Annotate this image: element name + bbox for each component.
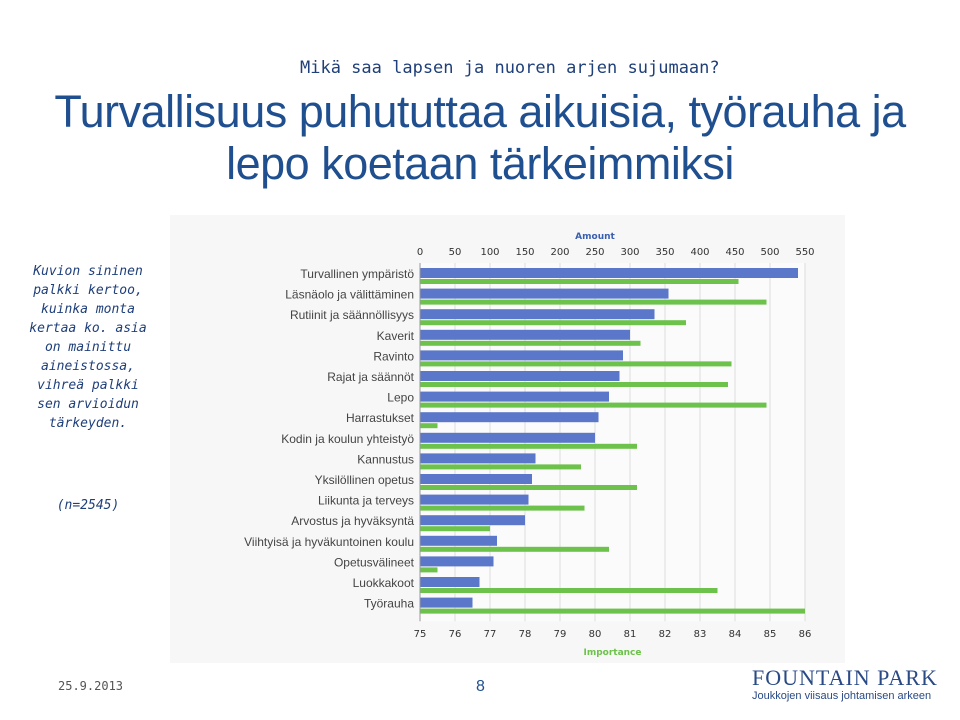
importance-bar [420, 320, 686, 326]
importance-bar [420, 361, 732, 367]
chart-panel: 0 50 100 150 200 250 300 350 400 450 500 550 Amount 7… [170, 215, 845, 663]
amount-bar [420, 350, 623, 361]
top-tick-label: 100 [480, 247, 499, 258]
category-label: Turvallinen ympäristö [300, 267, 414, 281]
bottom-tick-label: 85 [764, 629, 777, 640]
top-tick-label: 150 [515, 247, 534, 258]
importance-bar [420, 382, 728, 387]
company-logo: FOUNTAIN PARK Joukkojen viisaus johtamis… [752, 665, 952, 703]
top-axis-label: Amount [575, 232, 615, 242]
amount-bar [420, 453, 536, 464]
logo-tagline: Joukkojen viisaus johtamisen arkeen [752, 690, 932, 702]
importance-bar [420, 546, 609, 552]
top-tick-label: 200 [550, 247, 569, 258]
amount-bar [420, 288, 669, 299]
bottom-tick-label: 75 [414, 629, 427, 640]
amount-bar [420, 309, 655, 320]
category-label: Läsnäolo ja välittäminen [285, 288, 414, 302]
category-label: Työrauha [364, 597, 414, 611]
category-label: Lepo [387, 391, 414, 405]
importance-bar [420, 402, 767, 408]
top-tick-label: 250 [585, 247, 604, 258]
bottom-tick-label: 84 [729, 629, 742, 640]
bottom-tick-label: 80 [589, 629, 602, 640]
logo-wordmark: FOUNTAIN PARK [752, 665, 938, 690]
top-tick-label: 350 [655, 247, 674, 258]
category-label: Viihtyisä ja hyväkuntoinen koulu [244, 535, 414, 549]
category-label: Kaverit [377, 329, 415, 343]
chart-explanation: Kuvion sininen palkki kertoo, kuinka mon… [29, 264, 147, 431]
top-tick-label: 300 [620, 247, 639, 258]
amount-bar [420, 371, 620, 381]
category-label: Luokkakoot [353, 576, 415, 590]
top-tick-label: 450 [725, 247, 744, 258]
category-label: Liikunta ja terveys [318, 494, 414, 508]
bottom-tick-label: 86 [799, 629, 812, 640]
page-number: 8 [476, 678, 485, 695]
importance-bar [420, 567, 438, 573]
bottom-tick-label: 83 [694, 629, 707, 640]
importance-bar [420, 340, 641, 346]
category-label: Ravinto [373, 349, 414, 363]
bar-chart: 0 50 100 150 200 250 300 350 400 450 500 550 Amount 7… [244, 232, 814, 658]
amount-bar [420, 329, 630, 340]
importance-bar [420, 299, 767, 305]
category-label: Kannustus [357, 452, 414, 466]
importance-bar [420, 526, 490, 532]
bottom-tick-label: 78 [519, 629, 532, 640]
importance-bar [420, 505, 585, 511]
amount-bar [420, 597, 473, 608]
top-tick-label: 500 [760, 247, 779, 258]
amount-bar [420, 412, 599, 423]
bottom-tick-label: 77 [484, 629, 497, 640]
category-label: Harrastukset [346, 411, 415, 425]
importance-bar [420, 443, 637, 449]
amount-bar [420, 391, 609, 402]
amount-bar [420, 268, 798, 278]
amount-bar [420, 535, 497, 546]
importance-bar [420, 588, 718, 593]
importance-bar [420, 608, 805, 614]
top-tick-label: 400 [690, 247, 709, 258]
amount-bar [420, 577, 480, 587]
category-label: Opetusvälineet [334, 555, 415, 569]
category-label: Yksilöllinen opetus [315, 473, 414, 487]
amount-bar [420, 556, 494, 567]
footer-date: 25.9.2013 [58, 679, 124, 693]
top-tick-label: 0 [417, 247, 423, 258]
amount-bar [420, 494, 529, 505]
importance-bar [420, 464, 581, 470]
importance-bar [420, 279, 739, 284]
amount-bar [420, 474, 532, 484]
importance-bar [420, 485, 637, 490]
bottom-tick-label: 79 [554, 629, 567, 640]
amount-bar [420, 432, 595, 443]
slide-title: Turvallisuus puhututtaa aikuisia, työrau… [54, 86, 906, 189]
category-label: Rutiinit ja säännöllisyys [290, 308, 414, 322]
importance-bar [420, 423, 438, 429]
top-tick-label: 50 [449, 247, 462, 258]
category-label: Arvostus ja hyväksyntä [291, 514, 414, 528]
bottom-tick-label: 82 [659, 629, 672, 640]
bottom-tick-label: 81 [624, 629, 637, 640]
top-tick-label: 550 [795, 247, 814, 258]
bottom-tick-label: 76 [449, 629, 462, 640]
slide-subtitle: Mikä saa lapsen ja nuoren arjen sujumaan… [300, 58, 720, 78]
sample-size: (n=2545) [56, 498, 120, 513]
category-label: Kodin ja koulun yhteistyö [281, 432, 414, 446]
amount-bar [420, 515, 525, 526]
category-label: Rajat ja säännöt [327, 370, 414, 384]
bottom-axis-label: Importance [583, 648, 641, 658]
